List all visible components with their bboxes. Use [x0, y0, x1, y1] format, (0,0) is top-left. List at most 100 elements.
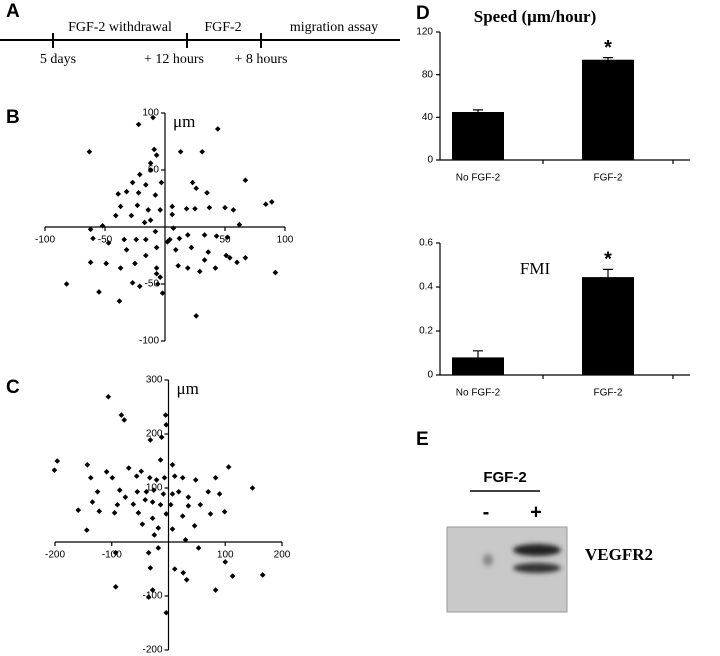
point — [117, 203, 124, 210]
point — [204, 190, 210, 196]
point — [151, 532, 158, 538]
point — [201, 257, 208, 263]
point — [121, 236, 127, 243]
point — [206, 204, 213, 211]
point — [185, 232, 191, 238]
bar — [452, 357, 504, 375]
point — [105, 240, 112, 246]
point — [115, 191, 121, 197]
y-tick-label: 100 — [142, 108, 159, 119]
x-tick-label: -200 — [45, 550, 65, 561]
point — [103, 260, 109, 267]
timeline-time: + 8 hours — [234, 52, 287, 67]
blot-lane: + — [530, 501, 542, 523]
x-tick-label: No FGF-2 — [456, 388, 501, 399]
point — [163, 422, 170, 428]
point — [143, 182, 149, 188]
point — [236, 221, 243, 228]
point — [170, 225, 177, 231]
y-tick-label: 0.4 — [419, 282, 433, 293]
point — [75, 507, 82, 513]
point — [141, 219, 148, 226]
point — [139, 521, 146, 527]
significance-marker: * — [604, 37, 612, 59]
point — [54, 458, 61, 464]
point — [135, 510, 142, 516]
point — [157, 501, 164, 508]
y-tick-label: 120 — [416, 27, 433, 38]
x-tick-label: -50 — [98, 235, 113, 246]
point — [222, 559, 229, 565]
point — [143, 252, 149, 259]
x-tick-label: 200 — [274, 550, 291, 561]
point — [155, 545, 162, 551]
panel-label: C — [6, 377, 20, 398]
point — [87, 474, 94, 481]
point — [149, 515, 156, 522]
point — [87, 226, 94, 233]
x-tick-label: 100 — [277, 235, 294, 246]
point — [103, 469, 110, 475]
point — [182, 537, 189, 543]
point — [207, 511, 214, 517]
point — [215, 126, 221, 132]
point — [201, 232, 208, 238]
point — [269, 199, 275, 205]
point — [94, 488, 101, 495]
bar — [582, 277, 634, 375]
point — [123, 247, 130, 253]
point — [96, 289, 102, 295]
point — [142, 497, 149, 503]
point — [199, 148, 205, 155]
point — [183, 577, 190, 583]
point — [169, 461, 176, 468]
x-tick-label: 100 — [217, 550, 234, 561]
point — [183, 205, 190, 212]
y-tick-label: 0.2 — [419, 326, 433, 337]
point — [125, 465, 132, 471]
point — [145, 207, 151, 213]
point — [113, 212, 119, 219]
point — [161, 474, 168, 481]
point — [158, 434, 165, 441]
point — [179, 474, 186, 481]
point — [149, 587, 156, 593]
point — [152, 228, 159, 235]
point — [185, 503, 192, 509]
point — [129, 179, 136, 186]
point — [227, 254, 233, 261]
point — [151, 146, 157, 153]
point — [192, 477, 199, 483]
point — [197, 501, 204, 508]
point — [212, 587, 219, 593]
timeline-step: FGF-2 withdrawal — [68, 20, 172, 35]
point — [212, 265, 219, 271]
point — [169, 491, 176, 497]
point — [157, 207, 163, 213]
timeline-time: + 12 hours — [144, 52, 204, 67]
panel-label: B — [6, 107, 20, 128]
y-tick-label: -50 — [145, 279, 160, 290]
point — [175, 488, 182, 495]
x-tick-label: 50 — [219, 235, 231, 246]
point — [222, 204, 228, 211]
point — [153, 265, 160, 271]
point — [185, 265, 191, 271]
unit-label: μm — [177, 379, 199, 398]
point — [188, 244, 195, 251]
point — [129, 280, 136, 286]
point — [51, 467, 58, 473]
point — [147, 217, 154, 223]
y-tick-label: 40 — [422, 112, 434, 123]
point — [162, 412, 169, 418]
y-tick-label: 0 — [427, 155, 433, 166]
chart-title: FMI — [520, 259, 551, 278]
point — [145, 550, 152, 556]
point — [137, 283, 143, 290]
point — [147, 437, 154, 443]
error-bar — [603, 268, 613, 278]
point — [193, 185, 199, 192]
point — [230, 207, 237, 213]
y-tick-label: 50 — [148, 165, 160, 176]
